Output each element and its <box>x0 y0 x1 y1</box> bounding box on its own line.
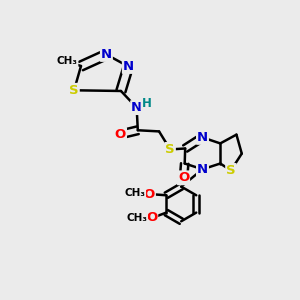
Text: N: N <box>131 101 142 114</box>
Text: N: N <box>101 48 112 61</box>
Text: H: H <box>141 97 151 110</box>
Text: O: O <box>115 128 126 141</box>
Text: N: N <box>197 131 208 144</box>
Text: N: N <box>123 60 134 73</box>
Text: CH₃: CH₃ <box>57 56 78 66</box>
Text: S: S <box>69 84 79 97</box>
Text: N: N <box>197 163 208 176</box>
Text: O: O <box>146 211 157 224</box>
Text: CH₃: CH₃ <box>124 188 145 198</box>
Text: O: O <box>144 188 155 201</box>
Text: O: O <box>178 171 189 184</box>
Text: S: S <box>165 143 175 156</box>
Text: CH₃: CH₃ <box>126 213 147 224</box>
Text: S: S <box>226 164 236 177</box>
